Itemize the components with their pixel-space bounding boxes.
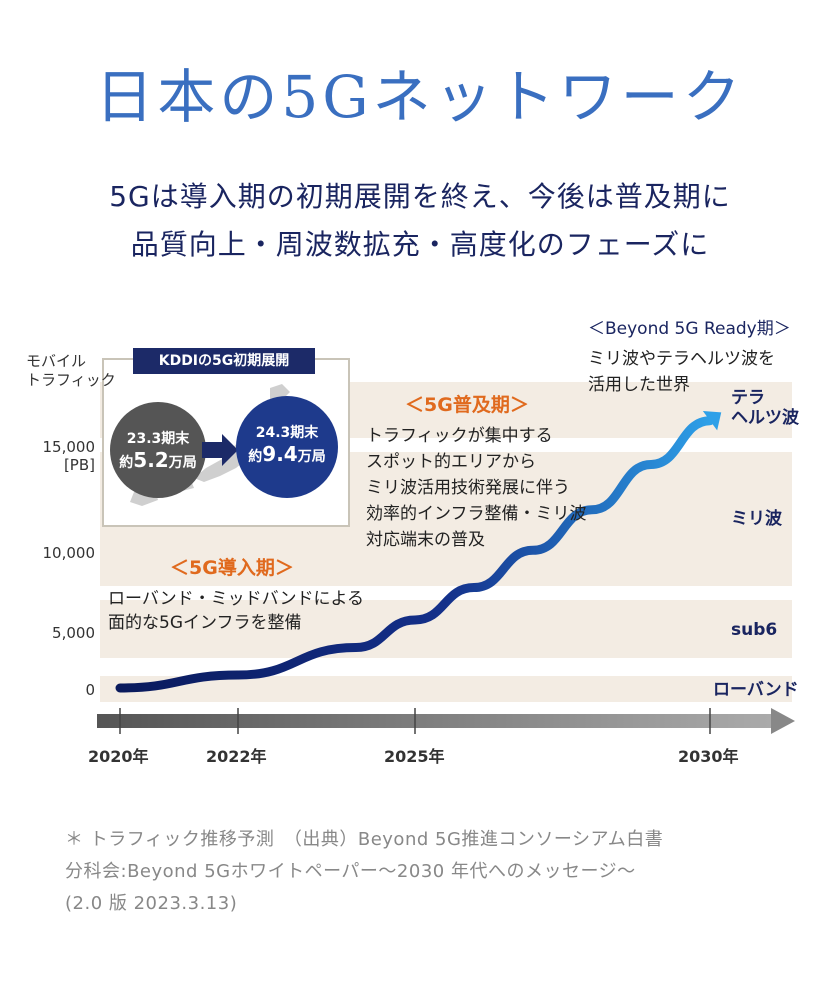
- phase-spread-text-3: ミリ波活用技術発展に伴う: [366, 478, 570, 498]
- subtitle-line-1: 5Gは導入期の初期展開を終え、今後は普及期に: [109, 180, 731, 213]
- y-axis-label-line2: トラフィック: [26, 371, 116, 389]
- band-label-terahertz-line1: テラ: [731, 388, 765, 408]
- phase-spread-text-5: 対応端末の普及: [366, 530, 485, 550]
- y-tick-5000: 5,000: [52, 624, 95, 642]
- footnote-line-3: (2.0 版 2023.3.13): [65, 893, 238, 914]
- phase-beyond-text-1: ミリ波やテラヘルツ波を: [588, 349, 775, 369]
- band-label-terahertz-line2: ヘルツ波: [731, 408, 799, 428]
- kddi-2023-label: 23.3期末: [126, 431, 190, 447]
- traffic-curve-arrowhead: [702, 411, 722, 431]
- footnote-line-2: 分科会:Beyond 5Gホワイトペーパー〜2030 年代へのメッセージ〜: [65, 861, 636, 882]
- band-label-terahertz: テラ ヘルツ波: [731, 388, 799, 428]
- band-label-mmwave: ミリ波: [731, 509, 782, 529]
- kddi-heading: KDDIの5G初期展開: [133, 348, 315, 374]
- y-axis-label-line1: モバイル: [26, 352, 87, 370]
- phase-spread-title: ＜5G普及期＞: [405, 394, 529, 416]
- y-tick-10000: 10,000: [42, 544, 96, 562]
- band-1: [100, 600, 792, 658]
- phase-spread-text-1: トラフィックが集中する: [366, 426, 553, 446]
- y-axis-label: モバイル トラフィック: [26, 352, 116, 390]
- phase-beyond-text-2: 活用した世界: [588, 375, 690, 395]
- x-tick-2030: 2030年: [678, 747, 739, 766]
- phase-intro-text-2: 面的な5Gインフラを整備: [108, 613, 302, 633]
- kddi-2023-value: 約5.2万局: [119, 448, 197, 472]
- x-axis-arrowhead: [771, 708, 795, 734]
- subtitle-line-2: 品質向上・周波数拡充・高度化のフェーズに: [130, 228, 710, 261]
- footnote-line-1: ＊ トラフィック推移予測 （出典）Beyond 5G推進コンソーシアム白書: [65, 829, 664, 850]
- kddi-2024-circle: 24.3期末 約9.4万局: [236, 396, 338, 498]
- kddi-2024-value: 約9.4万局: [248, 442, 326, 466]
- x-tick-2020: 2020年: [88, 747, 149, 766]
- x-axis-bar: [97, 714, 771, 728]
- traffic-chart: [97, 382, 795, 734]
- phase-intro-text-1: ローバンド・ミッドバンドによる: [108, 589, 365, 609]
- page-title: 日本の5Gネットワーク: [95, 63, 745, 131]
- traffic-curve: [115, 416, 715, 693]
- phase-intro-title: ＜5G導入期＞: [170, 557, 294, 579]
- phase-spread-text-4: 効率的インフラ整備・ミリ波: [366, 504, 587, 524]
- band-0: [100, 676, 792, 702]
- kddi-2024-label: 24.3期末: [255, 425, 319, 441]
- y-tick-0: 0: [85, 681, 95, 699]
- phase-spread-text-2: スポット的エリアから: [366, 452, 536, 472]
- x-tick-2022: 2022年: [206, 747, 267, 766]
- x-tick-2025: 2025年: [384, 747, 445, 766]
- y-tick-15000: 15,000 [PB]: [42, 438, 96, 474]
- band-label-lowband: ローバンド: [713, 680, 799, 700]
- phase-beyond-title: ＜Beyond 5G Ready期＞: [588, 319, 791, 339]
- band-label-sub6: sub6: [731, 620, 778, 640]
- kddi-2023-circle: 23.3期末 約5.2万局: [110, 402, 206, 498]
- right-arrow-icon: [202, 434, 238, 466]
